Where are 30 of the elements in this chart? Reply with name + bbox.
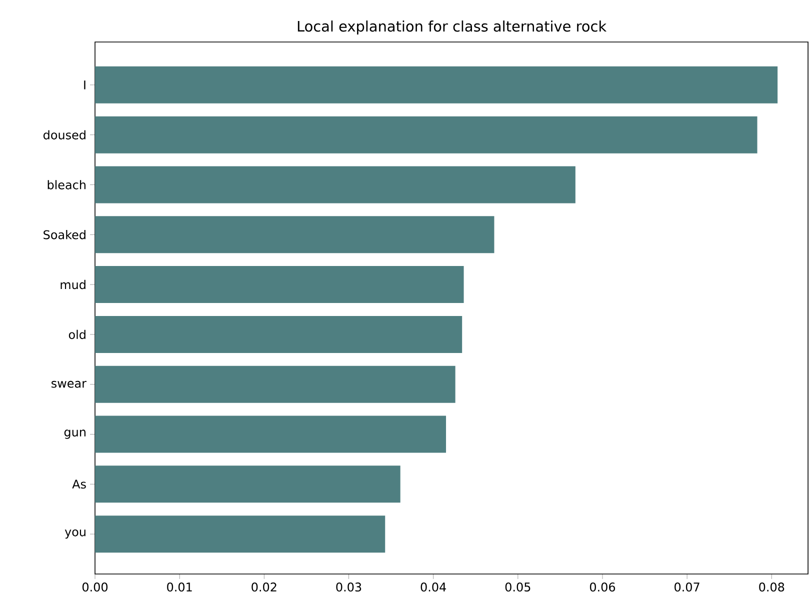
x-tick-label: 0.03 (336, 582, 362, 592)
x-tick-label: 0.04 (420, 582, 446, 592)
bar (95, 516, 386, 553)
y-tick-label: As (72, 480, 86, 489)
x-tick-label: 0.08 (759, 582, 784, 592)
bar (95, 166, 576, 204)
bar (95, 66, 778, 104)
bar (95, 466, 400, 503)
y-tick-label: Soaked (44, 230, 86, 240)
y-tick-label: doused (43, 130, 86, 140)
y-tick-label: I (84, 80, 86, 90)
chart-title: Local explanation for class alternative rock (298, 20, 607, 34)
y-tick-label: old (68, 330, 86, 340)
x-tick-label: 0.00 (82, 582, 108, 592)
bar (95, 366, 456, 403)
bar (95, 416, 446, 453)
x-tick-label: 0.06 (590, 582, 616, 592)
y-tick-label: bleach (48, 180, 86, 190)
bar (95, 116, 758, 154)
y-tick-label: mud (60, 280, 86, 290)
y-tick-label: swear (52, 380, 86, 388)
x-tick-label: 0.05 (505, 582, 530, 592)
bar (95, 266, 464, 304)
bar (95, 216, 494, 254)
x-tick-label: 0.02 (252, 582, 276, 592)
y-tick-label: gun (64, 430, 86, 439)
y-tick-label: you (64, 529, 86, 539)
bar (95, 316, 462, 353)
x-tick-label: 0.01 (167, 582, 192, 592)
x-tick-label: 0.07 (674, 582, 700, 592)
